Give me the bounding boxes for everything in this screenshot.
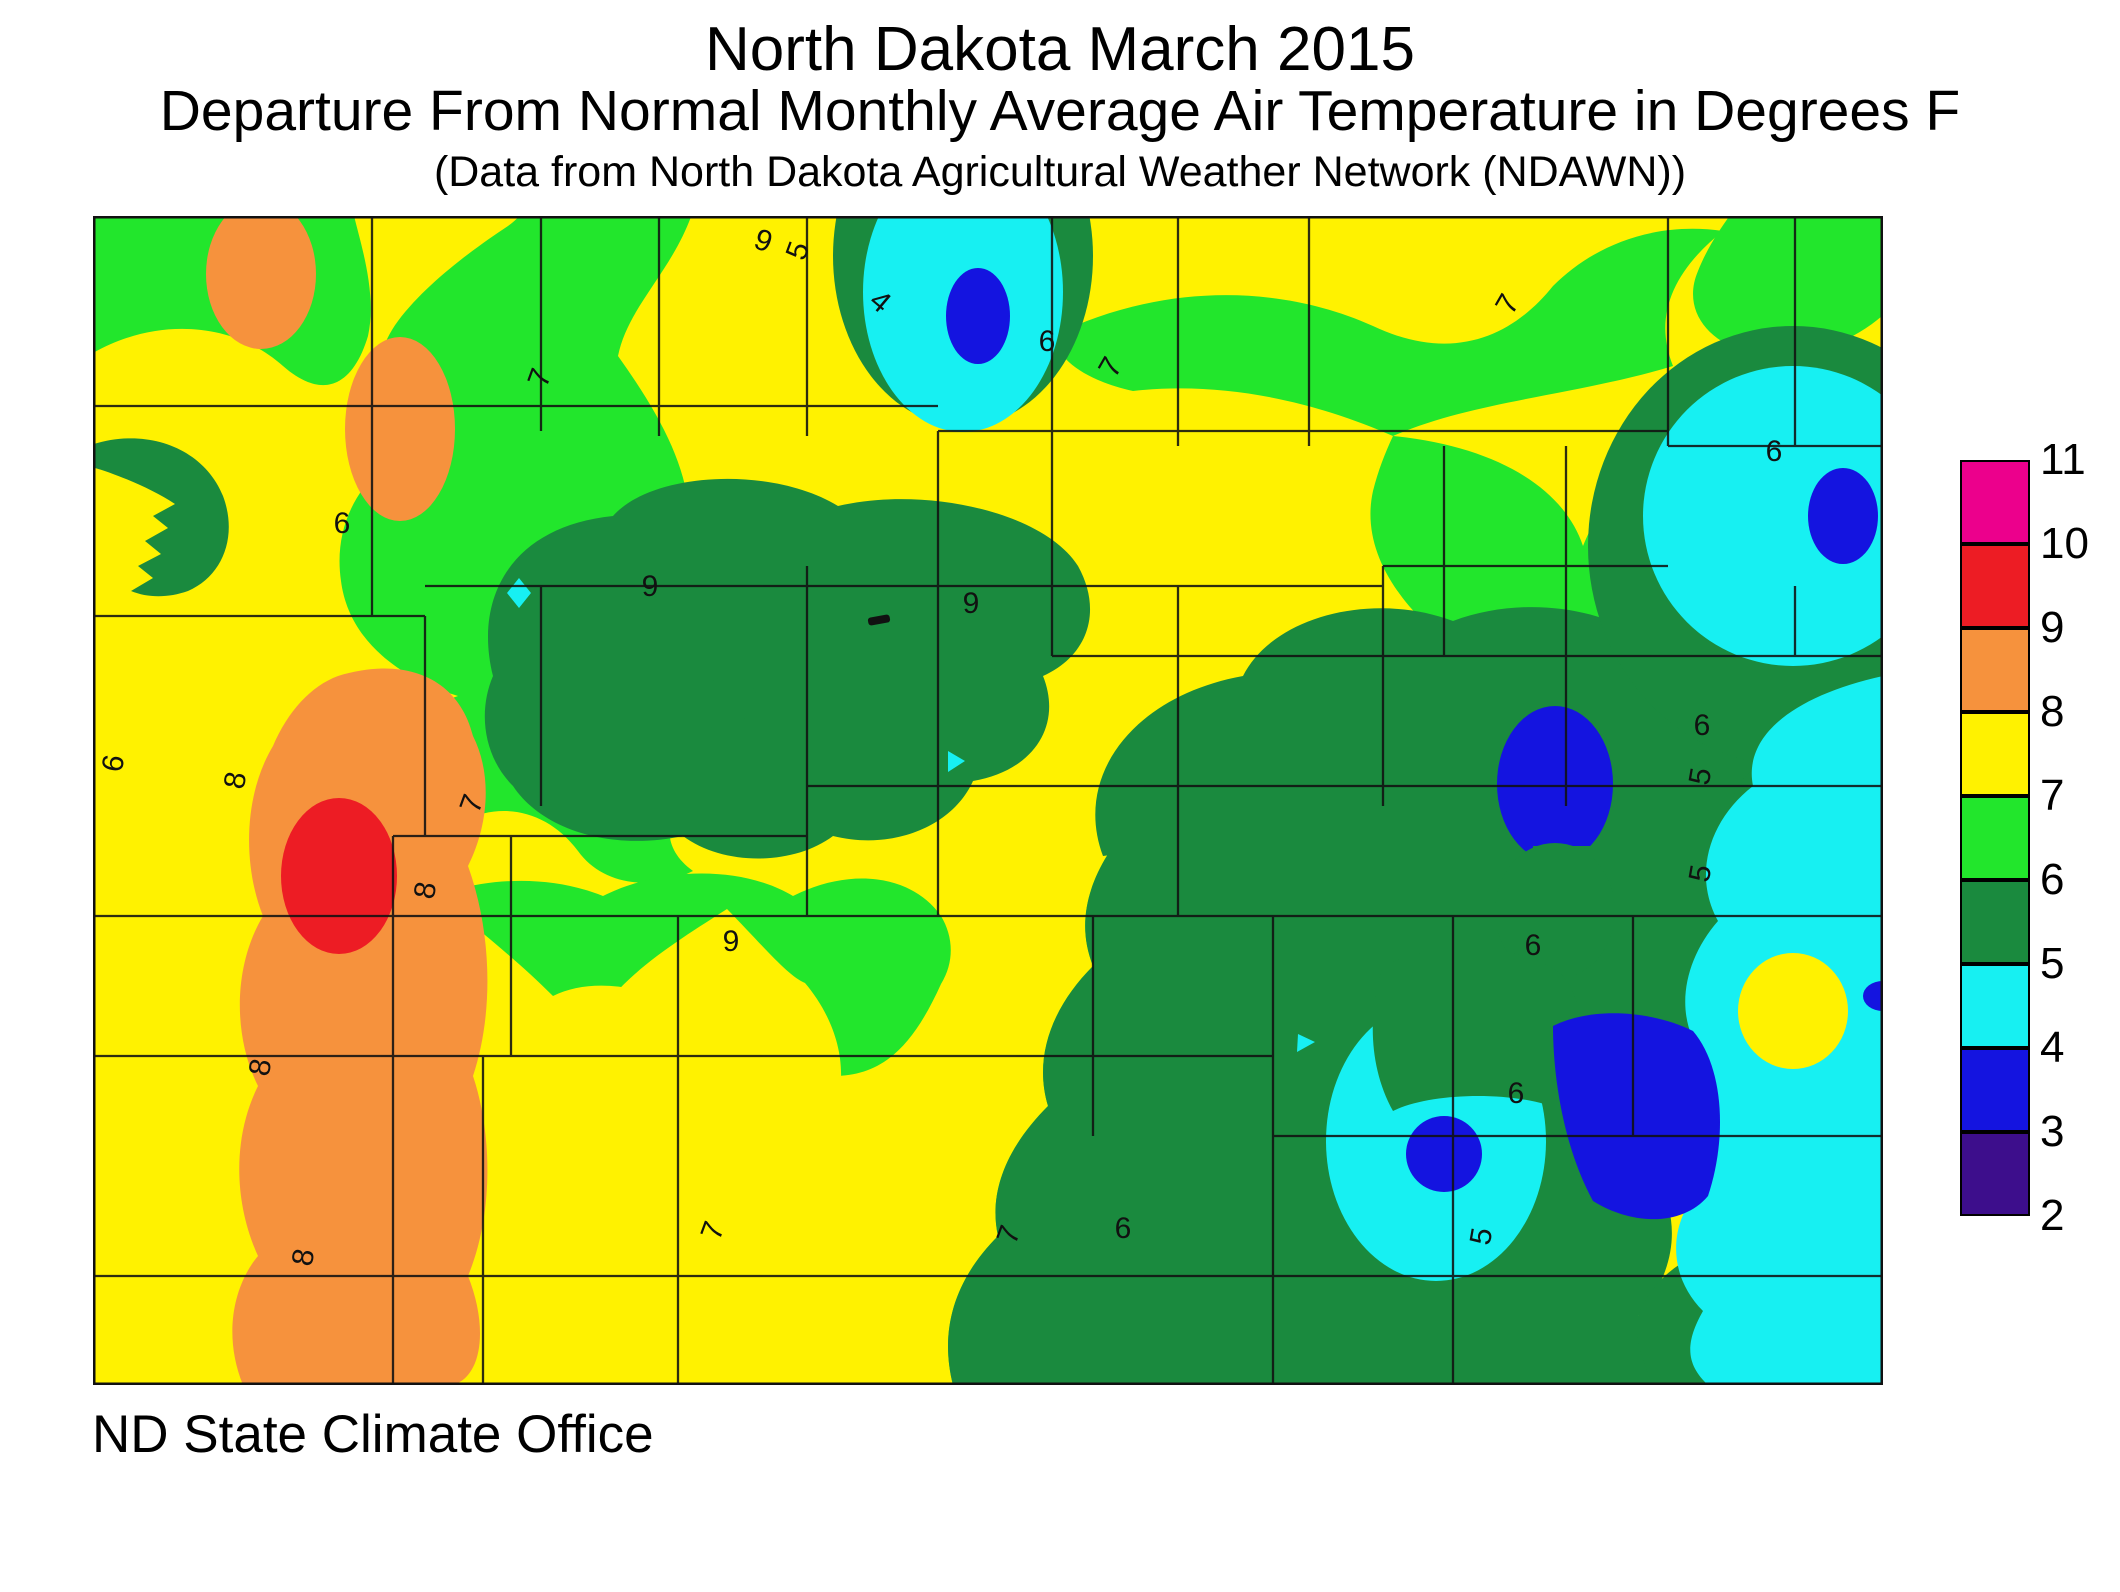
- svg-text:6: 6: [1766, 435, 1783, 468]
- svg-text:6: 6: [1115, 1212, 1132, 1245]
- svg-text:6: 6: [1039, 325, 1056, 358]
- svg-text:9: 9: [723, 925, 740, 958]
- svg-text:9: 9: [642, 570, 659, 603]
- svg-text:6: 6: [1508, 1077, 1525, 1110]
- svg-text:6: 6: [1525, 929, 1542, 962]
- svg-text:6: 6: [334, 507, 351, 540]
- svg-text:6: 6: [1694, 709, 1711, 742]
- svg-text:9: 9: [963, 587, 980, 620]
